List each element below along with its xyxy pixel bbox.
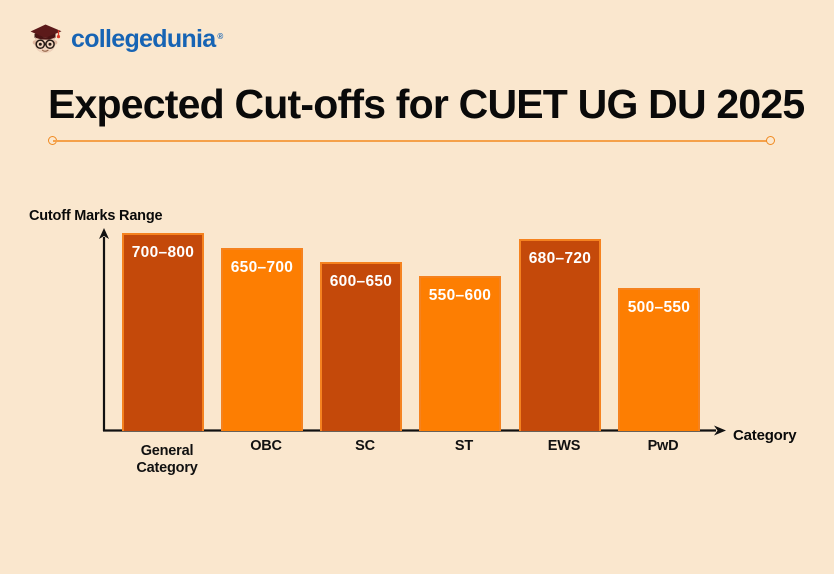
x-tick-label-ews: EWS: [547, 438, 581, 454]
bar-general-category[interactable]: 700–800: [122, 233, 204, 431]
bar-slot-ews: 680–720: [519, 228, 601, 431]
x-tick-label-st: ST: [454, 438, 474, 454]
divider-line: [53, 140, 770, 142]
bar-value-ews: 680–720: [528, 250, 592, 267]
bar-value-pwd: 500–550: [627, 299, 691, 316]
bar-slot-general-category: 700–800: [122, 228, 204, 431]
x-tick-label-pwd: PwD: [647, 438, 679, 454]
bar-ews[interactable]: 680–720: [519, 239, 601, 431]
bar-sc[interactable]: 600–650: [320, 262, 402, 431]
x-tick-label-line1: General Category: [136, 443, 198, 476]
bar-pwd[interactable]: 500–550: [618, 288, 700, 431]
bar-value-general-category: 700–800: [131, 244, 195, 261]
x-tick-label-obc: OBC: [250, 438, 282, 454]
bar-value-obc: 650–700: [230, 259, 294, 276]
brand-name: collegedunia: [71, 24, 216, 53]
x-tick-label-general-category: General Category: [112, 443, 222, 477]
page-title: Expected Cut-offs for CUET UG DU 2025: [48, 81, 805, 127]
title-divider: [48, 136, 775, 146]
x-tick-label-sc: SC: [355, 438, 375, 454]
brand-trademark: ®: [217, 32, 224, 41]
chart-plot-area: 700–800 650–700 600–650 550–600 680–720: [104, 228, 720, 431]
bar-value-st: 550–600: [428, 287, 492, 304]
divider-dot-right: [766, 136, 775, 145]
bar-slot-sc: 600–650: [320, 228, 402, 431]
bar-slot-obc: 650–700: [221, 228, 303, 431]
bar-slot-st: 550–600: [419, 228, 501, 431]
bar-obc[interactable]: 650–700: [221, 248, 303, 431]
bar-slot-pwd: 500–550: [618, 228, 700, 431]
brand-logo[interactable]: collegedunia ®: [28, 19, 223, 57]
bar-value-sc: 600–650: [329, 273, 393, 290]
graduate-mascot-icon: [30, 24, 62, 53]
bar-st[interactable]: 550–600: [419, 276, 501, 431]
x-axis-title: Category: [733, 427, 797, 444]
y-axis-title: Cutoff Marks Range: [29, 208, 163, 224]
